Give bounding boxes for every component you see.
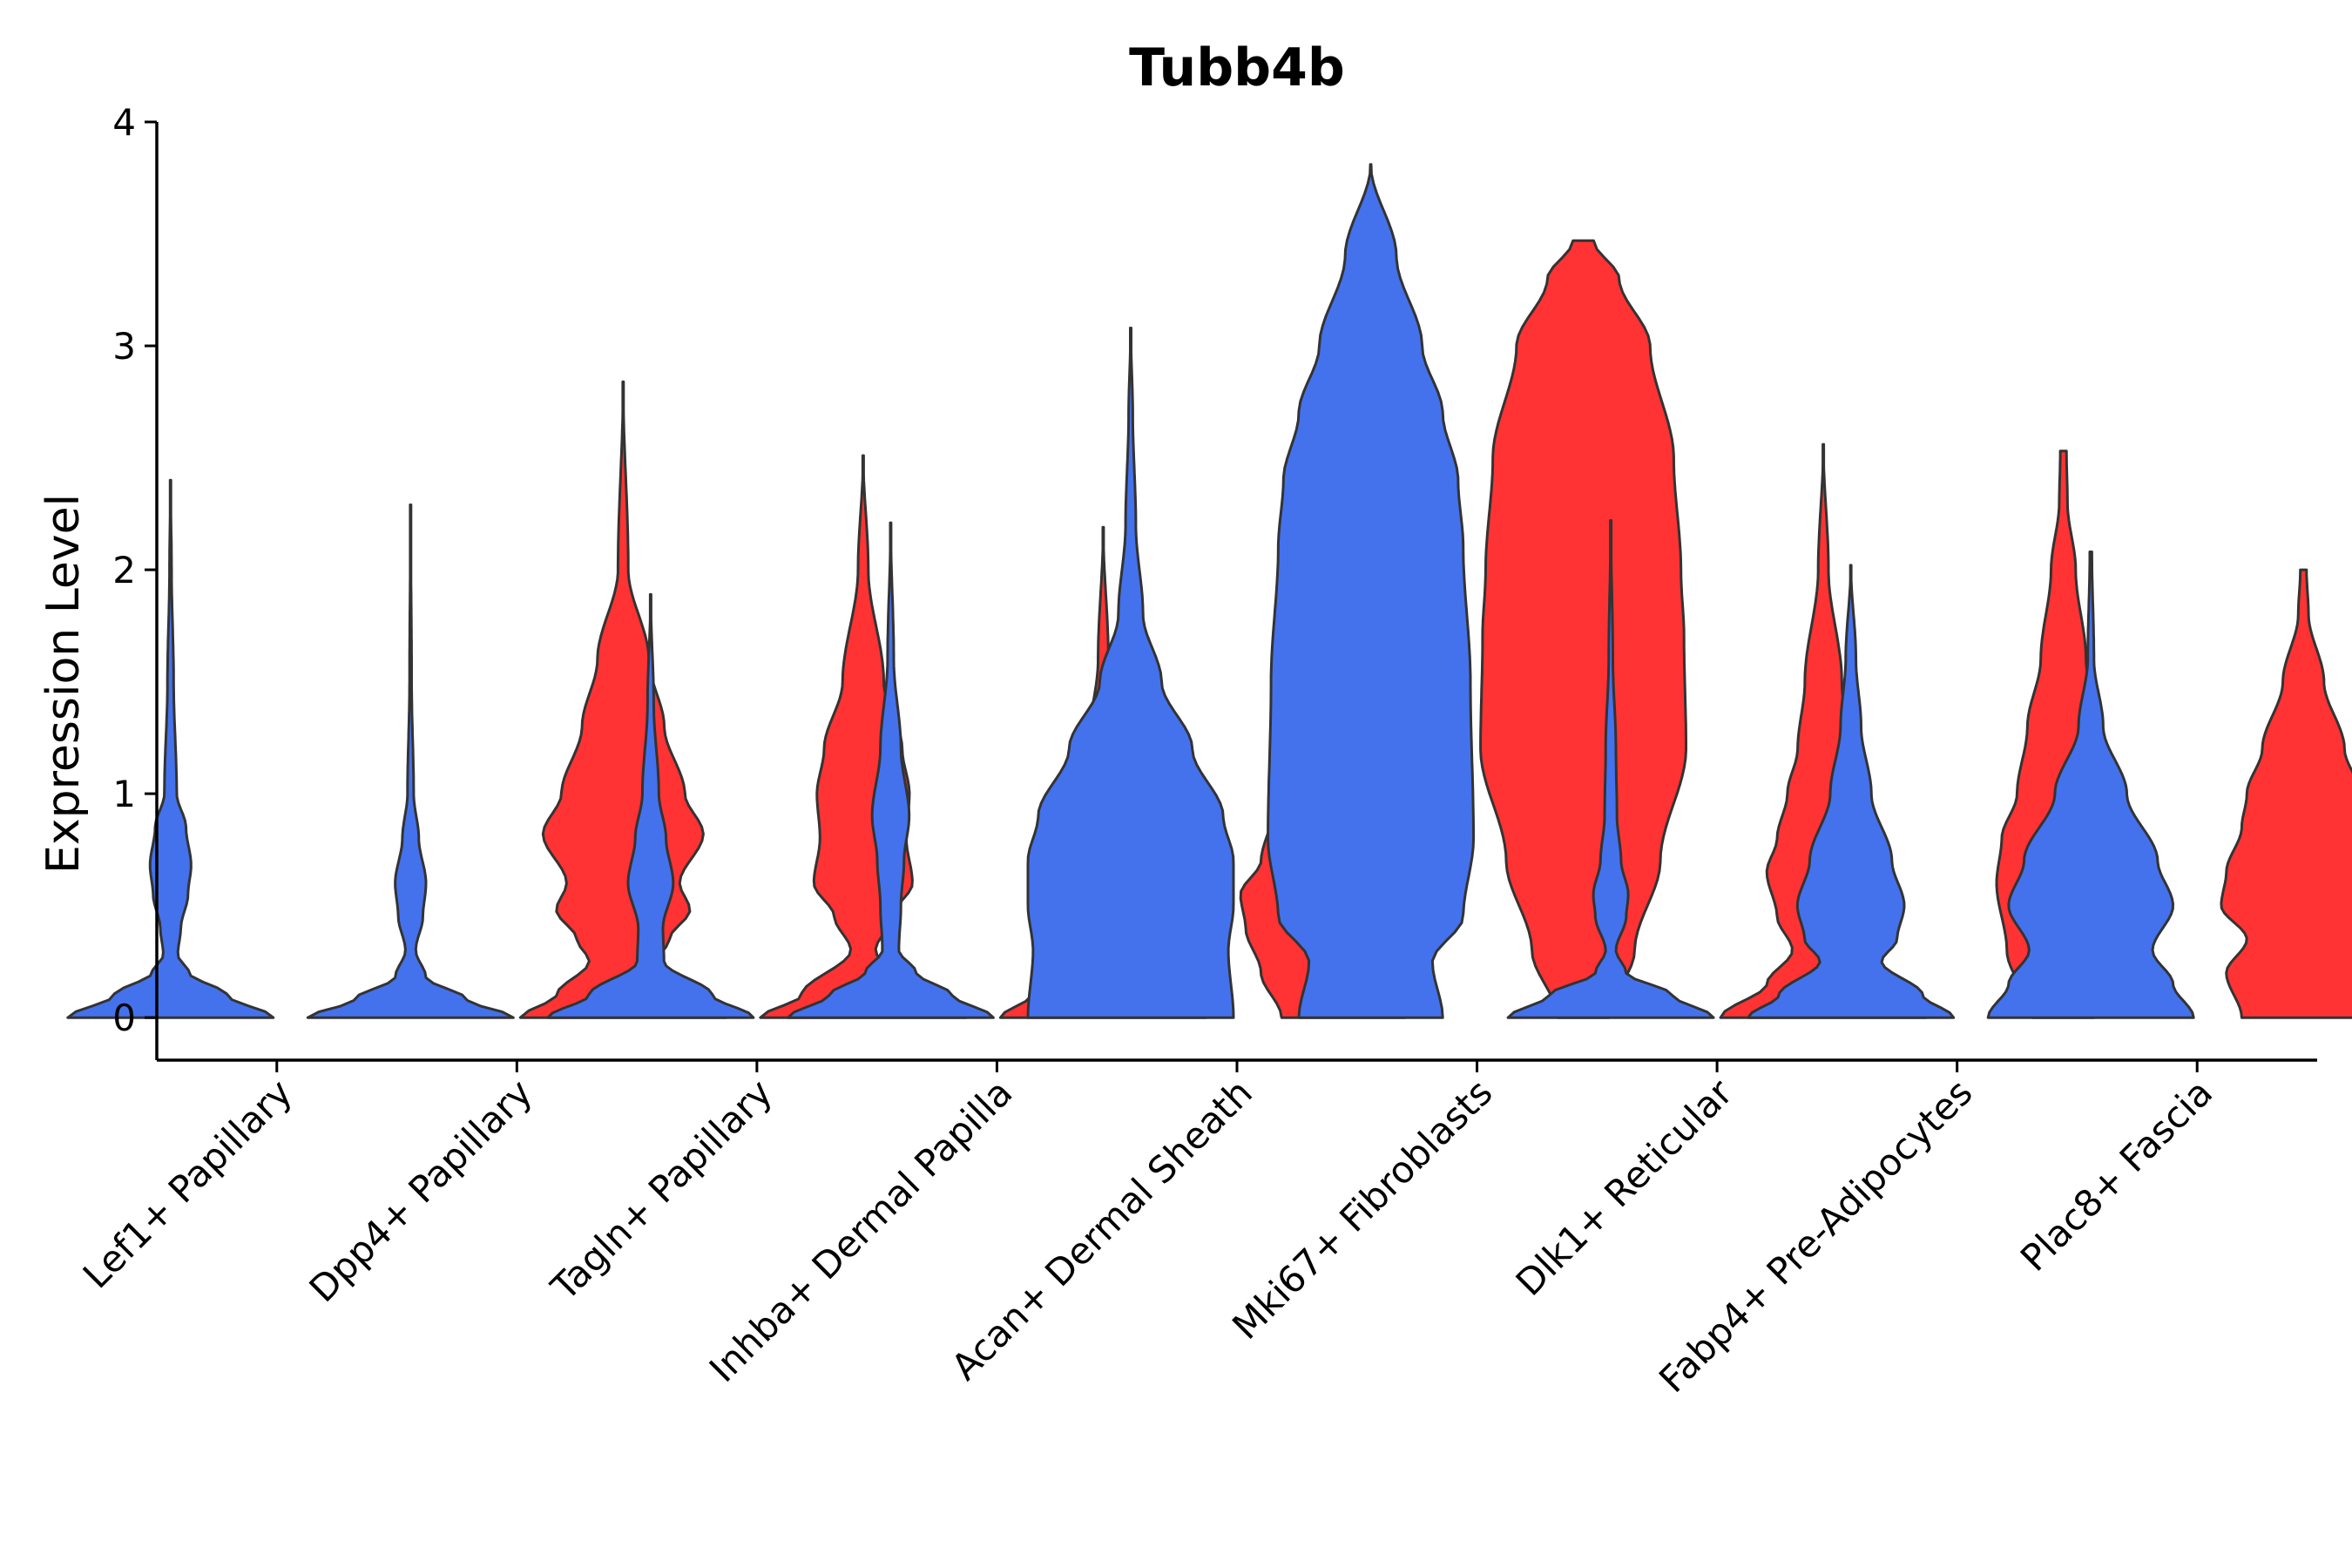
violin-group1-1	[306, 504, 515, 1019]
x-tick-label-5: Mki67+ Fibroblasts	[1224, 1071, 1500, 1347]
y-axis-label: Expression Level	[37, 494, 90, 874]
violin-group2-2	[759, 454, 968, 1019]
violin-group1-6	[1506, 519, 1715, 1019]
violins-layer	[66, 163, 2352, 1019]
violin-group2-1	[518, 380, 727, 1019]
violin-group1-7	[1747, 564, 1956, 1019]
x-tick-label-2: Tagln+ Papillary	[543, 1071, 781, 1308]
x-tick-label-1: Dpp4+ Papillary	[301, 1071, 541, 1310]
x-tick-label-0: Lef1+ Papillary	[75, 1071, 301, 1296]
violin-group2-8	[2220, 568, 2352, 1019]
y-tick-label-3: 3	[112, 325, 136, 368]
y-tick-label-4: 4	[112, 101, 136, 144]
violin-group1-8	[1986, 551, 2195, 1019]
violin-group1-5	[1267, 163, 1476, 1019]
violin-group1-0	[66, 478, 275, 1019]
y-tick-label-1: 1	[112, 773, 136, 815]
x-tick-label-6: Dlk1+ Reticular	[1508, 1071, 1741, 1304]
violin-group1-2	[546, 592, 755, 1019]
y-tick-label-0: 0	[112, 997, 136, 1039]
x-tick-label-8: Plac8+ Fascia	[2012, 1071, 2220, 1279]
y-tick-label-2: 2	[112, 549, 136, 591]
violin-group1-4	[1026, 327, 1235, 1019]
chart-title: Tubb4b	[1129, 37, 1345, 98]
violin-group2-5	[1479, 239, 1687, 1019]
violin-group1-3	[786, 521, 995, 1019]
